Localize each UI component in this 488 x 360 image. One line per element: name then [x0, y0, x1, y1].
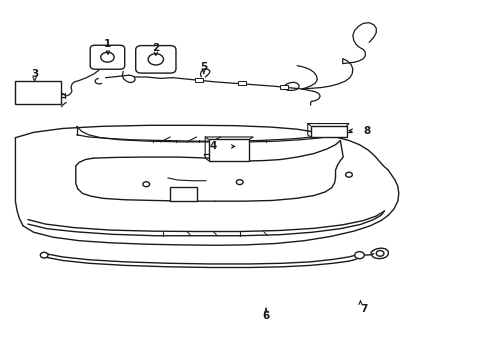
Circle shape — [101, 52, 114, 62]
Text: 6: 6 — [262, 311, 269, 321]
Circle shape — [345, 172, 351, 177]
Bar — [170, 187, 196, 201]
Text: 1: 1 — [104, 39, 111, 49]
FancyBboxPatch shape — [136, 46, 176, 73]
Circle shape — [354, 252, 364, 259]
Circle shape — [148, 54, 163, 65]
FancyBboxPatch shape — [90, 45, 124, 69]
Circle shape — [41, 252, 48, 258]
Text: 4: 4 — [209, 141, 217, 152]
Bar — [280, 85, 287, 89]
Bar — [195, 78, 203, 82]
Text: 3: 3 — [31, 69, 38, 79]
Text: 2: 2 — [152, 43, 159, 53]
Bar — [310, 126, 346, 137]
Circle shape — [376, 251, 383, 256]
Bar — [16, 81, 61, 104]
Text: 5: 5 — [200, 62, 207, 72]
Bar — [238, 81, 245, 85]
Circle shape — [142, 182, 149, 187]
Circle shape — [236, 180, 243, 185]
Text: 8: 8 — [362, 126, 369, 136]
Bar — [208, 139, 249, 161]
Text: 7: 7 — [360, 304, 367, 314]
